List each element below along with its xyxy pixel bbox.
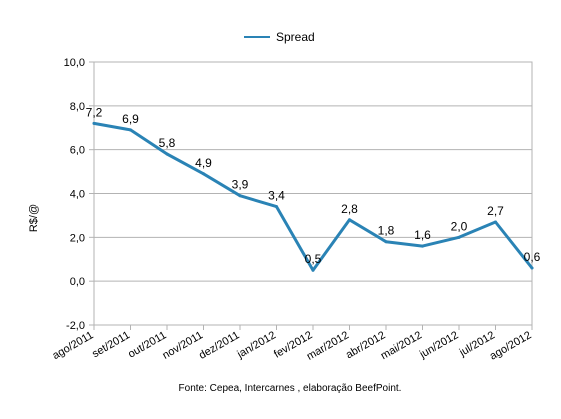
data-labels: 7,2 6,9 5,8 4,9 3,9 3,4 0,5 2,8 1,8 1,6 2,0 2,7 0,6 (86, 105, 541, 266)
y-tick-label: 6,0 (70, 145, 85, 157)
data-label: 2,7 (487, 204, 504, 218)
x-tick-label: ago/2012 (488, 329, 534, 362)
data-point (129, 128, 132, 132)
series-spread (92, 121, 534, 272)
x-tick-label: dez/2011 (197, 329, 241, 362)
legend: Spread (244, 30, 315, 44)
data-label: 6,9 (122, 112, 139, 126)
data-point (165, 152, 169, 156)
data-point (92, 121, 96, 125)
x-tick-label: ago/2011 (50, 329, 95, 362)
data-label: 4,9 (195, 156, 212, 170)
data-label: 7,2 (86, 105, 103, 119)
y-tick-label: -2,0 (66, 320, 85, 332)
x-tick-label: jun/2012 (417, 329, 460, 361)
data-point (202, 172, 205, 176)
data-label: 3,9 (232, 178, 249, 192)
data-point (275, 205, 278, 209)
x-tick-label: mar/2012 (305, 329, 351, 363)
y-axis-ticks: -2,0 0,0 2,0 4,0 6,0 8,0 10,0 (64, 57, 94, 332)
legend-label-spread: Spread (276, 30, 315, 44)
y-tick-label: 0,0 (70, 276, 85, 288)
data-point (238, 194, 242, 198)
y-axis-label: R$/@ (28, 204, 40, 232)
data-point (311, 268, 315, 272)
y-tick-label: 4,0 (70, 189, 85, 201)
x-axis-ticks: ago/2011set/2011out/2011nov/2011dez/2011… (50, 325, 534, 363)
data-label: 3,4 (268, 189, 285, 203)
x-tick-label: set/2011 (90, 329, 132, 360)
data-point (421, 244, 424, 248)
data-point (494, 220, 497, 224)
x-tick-label: mai/2012 (379, 329, 424, 362)
data-label: 1,6 (414, 228, 431, 242)
data-point (457, 235, 461, 239)
x-tick-label: jan/2012 (235, 329, 278, 361)
y-tick-label: 2,0 (70, 232, 85, 244)
y-tick-label: 10,0 (64, 57, 85, 69)
data-point (348, 218, 351, 222)
data-point (530, 266, 534, 270)
source-note: Fonte: Cepea, Intercarnes , elaboração B… (179, 383, 402, 394)
data-point (384, 240, 388, 244)
data-label: 5,8 (159, 136, 176, 150)
y-tick-label: 8,0 (70, 101, 85, 113)
data-label: 0,5 (305, 252, 322, 266)
data-label: 2,8 (341, 202, 358, 216)
data-label: 2,0 (451, 219, 468, 233)
data-label: 1,8 (378, 224, 395, 238)
data-label: 0,6 (524, 250, 541, 264)
x-tick-label: nov/2011 (161, 329, 205, 362)
gridlines (94, 61, 532, 326)
